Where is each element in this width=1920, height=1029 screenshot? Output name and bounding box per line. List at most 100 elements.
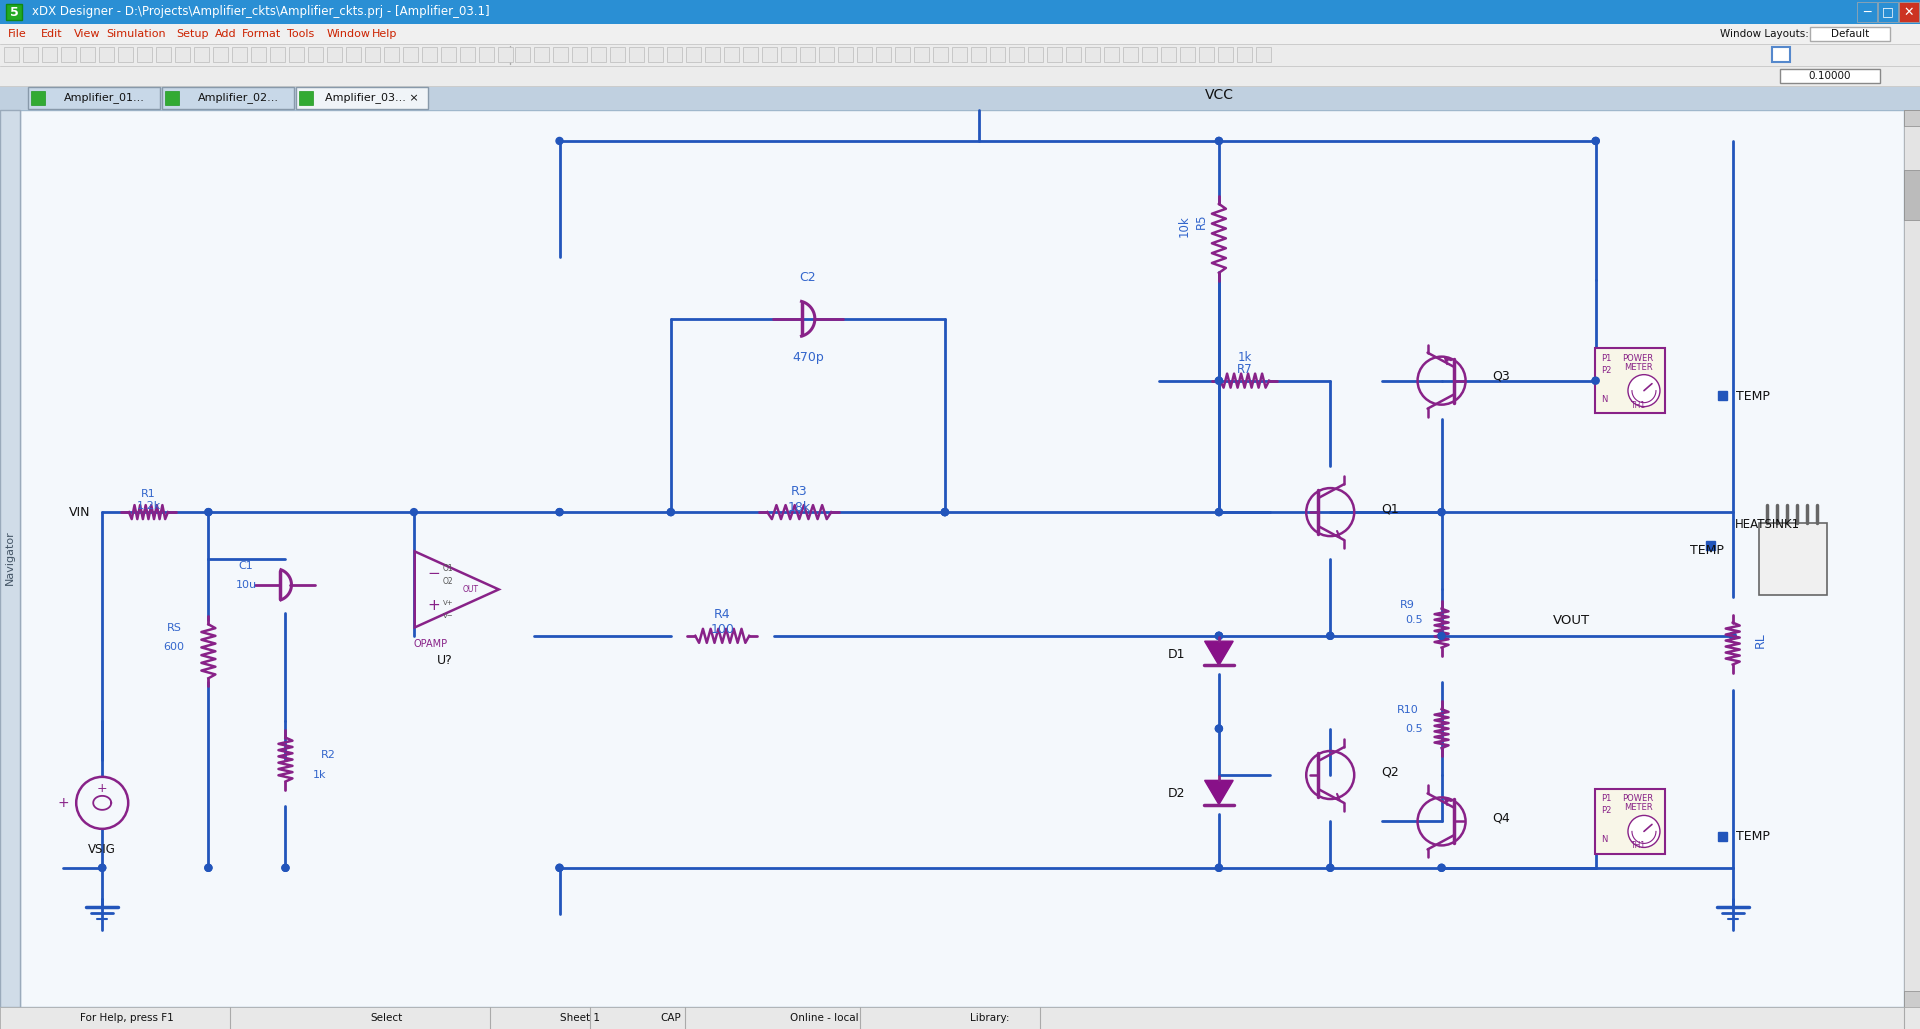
- Text: xDX Designer - D:\Projects\Amplifier_ckts\Amplifier_ckts.prj - [Amplifier_03.1]: xDX Designer - D:\Projects\Amplifier_ckt…: [33, 5, 490, 19]
- Bar: [1104, 47, 1119, 62]
- Text: 1k: 1k: [1236, 351, 1252, 364]
- Bar: [553, 47, 568, 62]
- Text: Edit: Edit: [40, 29, 63, 39]
- Circle shape: [1592, 378, 1599, 384]
- Bar: [1878, 2, 1899, 22]
- Text: Help: Help: [371, 29, 397, 39]
- Bar: [876, 47, 891, 62]
- Bar: [1857, 2, 1878, 22]
- Text: Select: Select: [371, 1013, 403, 1023]
- Bar: [952, 47, 968, 62]
- Bar: [1772, 47, 1789, 62]
- Bar: [1217, 47, 1233, 62]
- Circle shape: [1438, 633, 1446, 639]
- Text: VOUT: VOUT: [1553, 614, 1590, 627]
- Bar: [271, 47, 284, 62]
- Text: Q4: Q4: [1492, 812, 1511, 825]
- Circle shape: [1327, 864, 1334, 872]
- Text: Navigator: Navigator: [6, 531, 15, 586]
- Circle shape: [1592, 138, 1599, 144]
- Circle shape: [205, 508, 211, 516]
- Text: D2: D2: [1167, 787, 1185, 801]
- Bar: [165, 91, 179, 105]
- Bar: [1027, 47, 1043, 62]
- Text: TEMP: TEMP: [1736, 830, 1770, 844]
- Bar: [801, 47, 814, 62]
- Circle shape: [1215, 864, 1223, 872]
- Circle shape: [282, 864, 290, 872]
- Bar: [1596, 789, 1665, 854]
- Circle shape: [1438, 864, 1446, 872]
- Text: 600: 600: [163, 642, 184, 651]
- Circle shape: [1628, 375, 1661, 406]
- Text: TEMP: TEMP: [1736, 390, 1770, 402]
- Circle shape: [411, 508, 417, 516]
- Circle shape: [1438, 633, 1446, 639]
- Circle shape: [1592, 378, 1599, 384]
- Text: V+: V+: [444, 600, 453, 606]
- Text: 0.10000: 0.10000: [1809, 71, 1851, 81]
- Circle shape: [557, 138, 563, 144]
- Bar: [6, 4, 21, 20]
- Bar: [1905, 110, 1920, 126]
- Bar: [0, 110, 19, 1007]
- Bar: [29, 87, 159, 109]
- Text: 18k: 18k: [787, 501, 810, 513]
- Text: R3: R3: [791, 486, 808, 498]
- Circle shape: [205, 864, 211, 872]
- Bar: [346, 47, 361, 62]
- Text: TEMP: TEMP: [1690, 544, 1724, 558]
- Bar: [515, 47, 530, 62]
- Bar: [1256, 47, 1271, 62]
- Circle shape: [98, 864, 106, 872]
- Circle shape: [1215, 633, 1223, 639]
- Text: POWER: POWER: [1622, 794, 1653, 804]
- Circle shape: [557, 508, 563, 516]
- Text: METER: METER: [1624, 804, 1653, 813]
- Text: File: File: [8, 29, 27, 39]
- Text: HEATSINK1: HEATSINK1: [1734, 518, 1799, 531]
- Text: For Help, press F1: For Help, press F1: [81, 1013, 173, 1023]
- Bar: [1085, 47, 1100, 62]
- Bar: [0, 44, 1920, 66]
- Circle shape: [1592, 138, 1599, 144]
- Text: ✕: ✕: [1905, 5, 1914, 19]
- Text: Amplifier_03... ×: Amplifier_03... ×: [324, 93, 419, 104]
- Bar: [232, 47, 248, 62]
- Bar: [19, 110, 1905, 1007]
- Circle shape: [1215, 138, 1223, 144]
- Bar: [461, 47, 474, 62]
- Circle shape: [1215, 725, 1223, 732]
- Bar: [1596, 348, 1665, 414]
- Bar: [42, 47, 58, 62]
- Bar: [136, 47, 152, 62]
- Text: □: □: [1882, 5, 1893, 19]
- Circle shape: [1628, 815, 1661, 848]
- Bar: [442, 47, 457, 62]
- Text: 0.5: 0.5: [1405, 615, 1423, 626]
- Bar: [914, 47, 929, 62]
- Text: 1.2k: 1.2k: [136, 501, 161, 511]
- Bar: [591, 47, 607, 62]
- Bar: [403, 47, 419, 62]
- Circle shape: [1215, 864, 1223, 872]
- Bar: [1718, 391, 1726, 400]
- Text: R2: R2: [321, 750, 336, 759]
- Text: Library:: Library:: [970, 1013, 1010, 1023]
- Bar: [837, 47, 852, 62]
- Circle shape: [941, 508, 948, 516]
- Bar: [1705, 541, 1715, 551]
- Text: P2: P2: [1601, 807, 1611, 815]
- Text: R5: R5: [1196, 214, 1208, 229]
- Text: Default: Default: [1832, 29, 1870, 39]
- Text: Amplifier_01...: Amplifier_01...: [63, 93, 144, 104]
- Text: 100: 100: [710, 624, 733, 636]
- Text: Format: Format: [242, 29, 280, 39]
- Circle shape: [98, 864, 106, 872]
- Circle shape: [1438, 508, 1446, 516]
- Text: O1: O1: [444, 564, 453, 573]
- Text: VCC: VCC: [1204, 87, 1233, 102]
- Circle shape: [1215, 633, 1223, 639]
- Circle shape: [1215, 633, 1223, 639]
- Bar: [1899, 2, 1918, 22]
